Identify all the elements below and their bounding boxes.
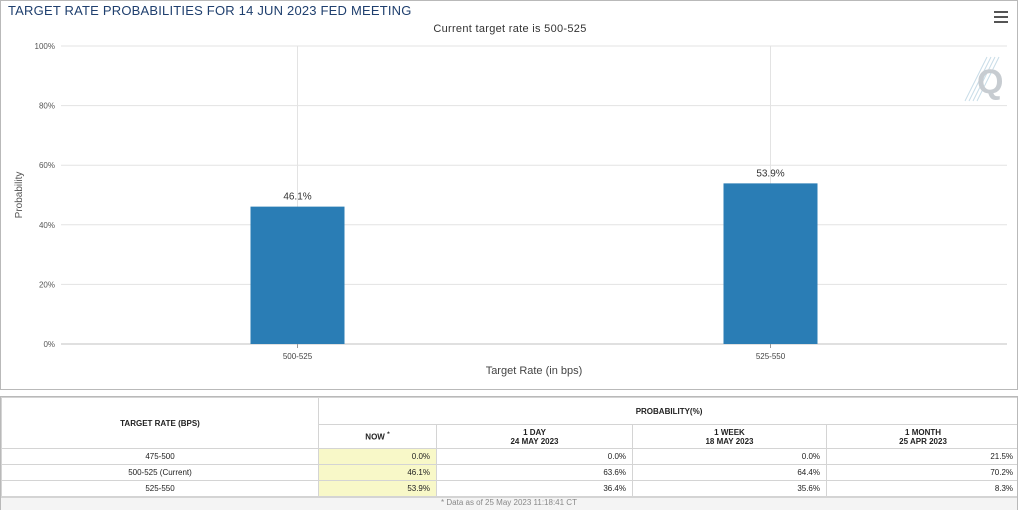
table-row: 525-550 53.9% 36.4% 35.6% 8.3% <box>1 480 1017 497</box>
chart-panel: 0% 20% 40% 60% 80% 100% 46.1% 500-525 53.9% 525-5… <box>0 0 1018 390</box>
probability-header: PROBABILITY(%) <box>317 397 1017 425</box>
one-week-header: 1 WEEK 18 MAY 2023 <box>632 424 827 449</box>
one-day-cell: 0.0% <box>436 448 633 465</box>
one-day-header: 1 DAY 24 MAY 2023 <box>436 424 633 449</box>
chart-title: TARGET RATE PROBABILITIES FOR 14 JUN 202… <box>8 3 412 18</box>
y-axis-title: Probability <box>14 172 25 219</box>
one-day-cell: 63.6% <box>436 464 633 481</box>
now-cell: 53.9% <box>318 480 437 497</box>
y-tick-label: 20% <box>39 280 55 289</box>
one-month-cell: 8.3% <box>825 480 1017 497</box>
one-week-cell: 64.4% <box>632 464 827 481</box>
table-row: 500-525 (Current) 46.1% 63.6% 64.4% 70.2… <box>1 464 1017 481</box>
now-header-label: NOW <box>365 432 385 442</box>
y-tick-label: 80% <box>39 102 55 111</box>
y-tick-label: 100% <box>35 42 55 51</box>
bar-500-525 <box>250 206 345 344</box>
bar-value-label: 53.9% <box>756 168 784 179</box>
one-week-label: 1 WEEK <box>714 427 745 437</box>
one-week-cell: 35.6% <box>632 480 827 497</box>
rate-cell: 525-550 <box>1 480 319 497</box>
table-row: 475-500 0.0% 0.0% 0.0% 21.5% <box>1 448 1017 465</box>
one-month-date: 25 APR 2023 <box>899 436 947 446</box>
one-month-cell: 70.2% <box>825 464 1017 481</box>
data-timestamp-note: * Data as of 25 May 2023 11:18:41 CT <box>1 497 1017 510</box>
y-tick-label: 0% <box>43 340 55 349</box>
one-month-label: 1 MONTH <box>905 427 942 437</box>
one-week-cell: 0.0% <box>632 448 827 465</box>
bar-525-550 <box>723 183 818 344</box>
rate-cell: 500-525 (Current) <box>1 464 319 481</box>
y-tick-label: 60% <box>39 161 55 170</box>
x-tick-label: 500-525 <box>283 352 313 361</box>
one-month-header: 1 MONTH 25 APR 2023 <box>825 424 1017 449</box>
rate-header: TARGET RATE (BPS) <box>1 397 319 449</box>
y-tick-label: 40% <box>39 221 55 230</box>
rate-cell: 475-500 <box>1 448 319 465</box>
now-header: NOW * <box>318 424 437 449</box>
svg-text:Q: Q <box>977 63 1003 101</box>
now-marker: * <box>387 431 390 439</box>
one-week-date: 18 MAY 2023 <box>705 436 754 446</box>
now-cell: 46.1% <box>318 464 437 481</box>
one-day-date: 24 MAY 2023 <box>510 436 559 446</box>
bar-value-label: 46.1% <box>283 192 311 203</box>
probability-table-panel: TARGET RATE (BPS) PROBABILITY(%) NOW * 1… <box>0 396 1018 510</box>
chart-subtitle: Current target rate is 500-525 <box>433 23 587 35</box>
x-axis-title: Target Rate (in bps) <box>486 365 583 377</box>
x-tick-label: 525-550 <box>756 352 786 361</box>
hamburger-menu-icon[interactable] <box>994 11 1008 23</box>
now-cell: 0.0% <box>318 448 437 465</box>
one-day-label: 1 DAY <box>523 427 546 437</box>
bar-chart: 0% 20% 40% 60% 80% 100% 46.1% 500-525 53.9% 525-5… <box>14 42 1007 377</box>
q-watermark-icon: Q <box>964 56 1003 102</box>
one-month-cell: 21.5% <box>825 448 1017 465</box>
one-day-cell: 36.4% <box>436 480 633 497</box>
probability-table: TARGET RATE (BPS) PROBABILITY(%) NOW * 1… <box>1 397 1017 497</box>
